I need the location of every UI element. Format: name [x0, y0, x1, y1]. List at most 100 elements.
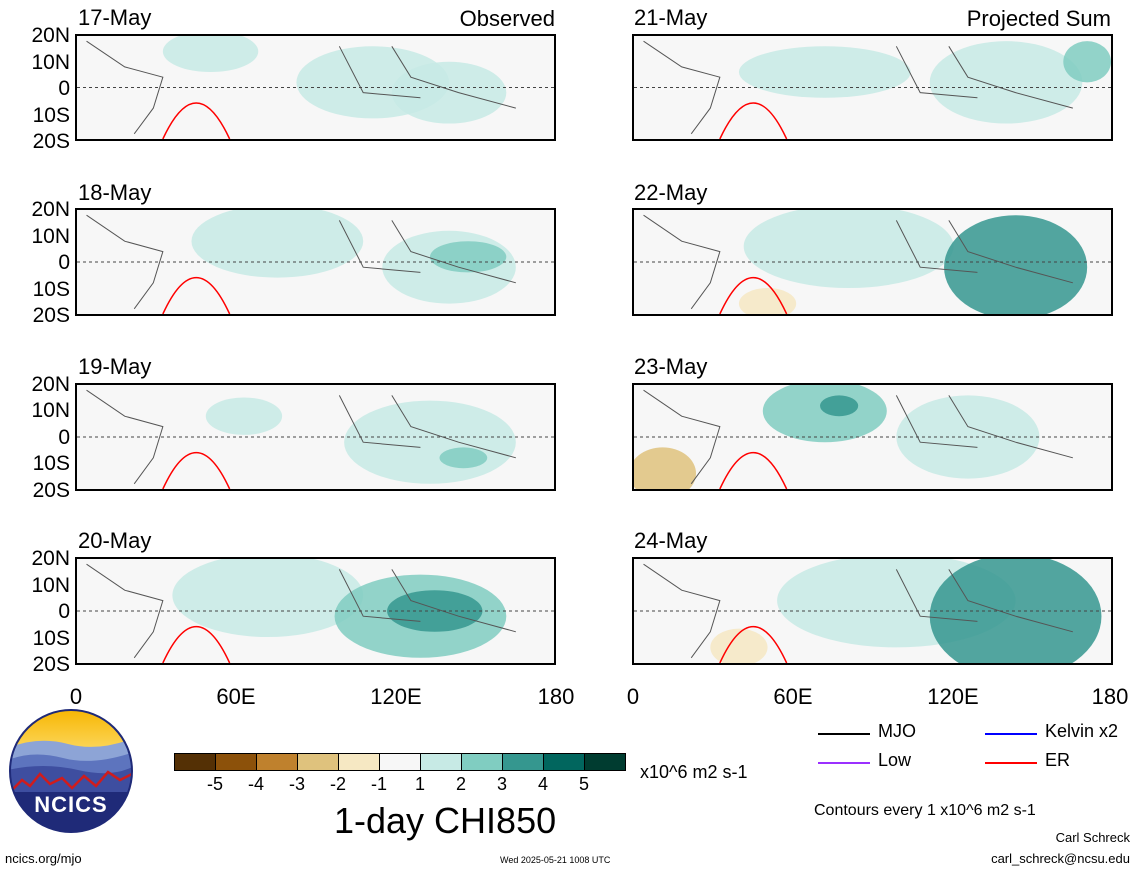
colorbar-swatch — [379, 753, 421, 771]
colorbar-tick: 4 — [537, 774, 548, 794]
map-panel — [632, 383, 1113, 491]
lon-label: 0 — [69, 684, 83, 709]
colorbar-tick: -3 — [288, 774, 305, 794]
lon-label: 120E — [927, 684, 979, 709]
anomaly-region — [762, 385, 887, 443]
lat-label: 20N — [31, 373, 70, 396]
lat-label: 10S — [32, 104, 70, 127]
anomaly-region — [172, 559, 364, 637]
er-contour — [719, 451, 788, 489]
er-contour — [162, 625, 231, 663]
er-contour — [719, 102, 788, 139]
colorbar-swatch — [297, 753, 339, 771]
er-contour — [162, 451, 231, 489]
legend-label: MJO — [878, 721, 916, 741]
colorbar-tick: 3 — [496, 774, 507, 794]
lon-label: 120E — [370, 684, 422, 709]
lat-label: 0 — [58, 251, 70, 274]
footer-author: Carl Schreck — [1055, 830, 1130, 845]
map-shading — [77, 36, 554, 139]
er-contour — [719, 276, 788, 314]
map-panel — [75, 208, 556, 316]
colorbar-swatch — [174, 753, 216, 771]
anomaly-region — [738, 288, 797, 314]
legend-label: Low — [878, 750, 912, 770]
coastline — [643, 389, 1073, 485]
panel-date-label: 18-May — [78, 180, 152, 205]
colorbar-swatch — [502, 753, 544, 771]
er-contour — [162, 102, 231, 139]
colorbar-swatch — [543, 753, 585, 771]
colorbar-swatch — [256, 753, 298, 771]
anomaly-region — [929, 559, 1102, 663]
coastline — [643, 563, 1073, 659]
coastline — [86, 563, 516, 659]
anomaly-region — [820, 395, 859, 417]
lon-label: 180 — [537, 684, 575, 709]
ncics-logo: NCICS — [8, 708, 134, 834]
colorbar-tick: -4 — [247, 774, 264, 794]
map-shading — [77, 559, 554, 663]
map-panel — [75, 383, 556, 491]
colorbar-swatch — [215, 753, 257, 771]
footer-url: ncics.org/mjo — [5, 851, 82, 866]
contours-note: Contours every 1 x10^6 m2 s-1 — [814, 802, 1036, 819]
colorbar-units: x10^6 m2 s-1 — [640, 762, 748, 782]
footer-email: carl_schreck@ncsu.edu — [991, 851, 1130, 866]
legend-label: Kelvin x2 — [1045, 721, 1119, 741]
legend-line-mjo — [818, 733, 870, 735]
colorbar-swatch — [420, 753, 462, 771]
map-panel — [75, 34, 556, 141]
lat-label: 10S — [32, 452, 70, 475]
map-panel — [632, 557, 1113, 665]
anomaly-region — [205, 397, 283, 435]
lat-label: 0 — [58, 77, 70, 100]
er-contour — [719, 625, 788, 663]
map-shading — [77, 389, 554, 489]
lat-label: 20S — [32, 653, 70, 676]
anomaly-region — [1063, 41, 1111, 83]
logo-graphic — [9, 709, 133, 833]
lat-label: 20S — [32, 304, 70, 327]
map-shading — [634, 559, 1111, 663]
map-shading — [634, 385, 1111, 489]
map-panel — [632, 34, 1113, 141]
anomaly-region — [929, 41, 1083, 124]
colorbar-swatch — [338, 753, 380, 771]
legend-line-er — [985, 762, 1037, 764]
logo-text: NCICS — [34, 792, 108, 817]
observed-label: Observed — [459, 6, 555, 31]
er-contour — [162, 276, 231, 314]
anomaly-region — [634, 447, 696, 489]
lat-label: 20S — [32, 479, 70, 502]
panel-date-label: 24-May — [634, 528, 708, 553]
colorbar-boxes — [174, 753, 626, 771]
lon-label: 60E — [216, 684, 256, 709]
coastline — [86, 214, 516, 310]
chart-title: 1-day CHI850 — [334, 800, 557, 841]
lon-label: 0 — [626, 684, 640, 709]
legend-label: ER — [1045, 750, 1071, 770]
lat-label: 20S — [32, 130, 70, 153]
coastline — [86, 40, 516, 135]
coastline — [643, 214, 1073, 310]
colorbar-tick: 1 — [414, 774, 425, 794]
lat-label: 10N — [31, 225, 70, 248]
lat-label: 0 — [58, 426, 70, 449]
anomaly-region — [896, 395, 1040, 479]
anomaly-region — [344, 400, 516, 484]
projected-sum-label: Projected Sum — [966, 6, 1111, 31]
anomaly-region — [191, 210, 364, 278]
lat-label: 20N — [31, 24, 70, 47]
anomaly-region — [391, 61, 507, 124]
lat-label: 10S — [32, 278, 70, 301]
legend-line-kelvin — [985, 733, 1037, 735]
panel-date-label: 22-May — [634, 180, 708, 205]
colorbar-tick: 2 — [455, 774, 466, 794]
lat-label: 10N — [31, 399, 70, 422]
colorbar-tick: -1 — [370, 774, 387, 794]
lat-label: 0 — [58, 600, 70, 623]
lat-label: 10S — [32, 627, 70, 650]
map-shading — [634, 40, 1111, 139]
coastline — [643, 40, 1073, 135]
